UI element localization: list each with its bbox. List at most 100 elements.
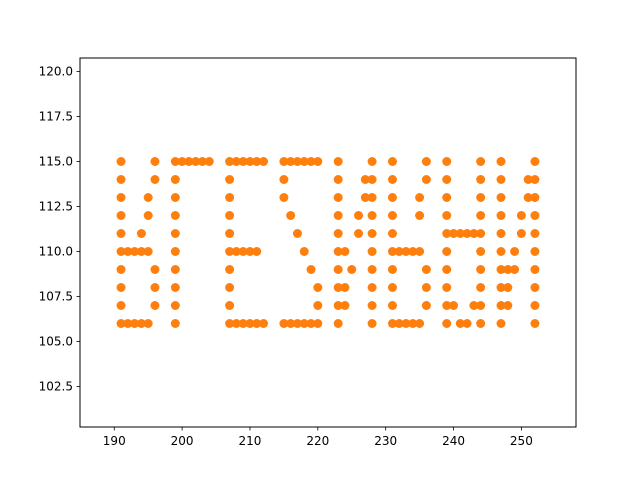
data-point: [442, 175, 452, 184]
data-point: [333, 211, 343, 220]
data-point: [496, 301, 506, 310]
data-point: [116, 247, 126, 256]
data-point: [476, 211, 486, 220]
data-point: [523, 193, 533, 202]
data-point: [252, 247, 262, 256]
data-point: [279, 193, 289, 202]
data-point: [387, 229, 397, 238]
data-point: [469, 229, 479, 238]
data-point: [530, 211, 540, 220]
data-point: [225, 283, 235, 292]
data-point: [225, 157, 235, 166]
data-point: [360, 175, 370, 184]
data-point: [340, 247, 350, 256]
data-point: [150, 301, 160, 310]
data-point: [503, 283, 513, 292]
data-point: [333, 283, 343, 292]
data-point: [394, 319, 404, 328]
y-tick-label: 105.0: [39, 335, 73, 349]
data-point: [496, 157, 506, 166]
data-point: [225, 175, 235, 184]
data-point: [367, 265, 377, 274]
data-point: [231, 247, 241, 256]
data-points: [116, 157, 540, 328]
data-point: [496, 265, 506, 274]
data-point: [530, 283, 540, 292]
data-point: [238, 319, 248, 328]
data-point: [123, 319, 133, 328]
data-point: [313, 301, 323, 310]
data-point: [286, 319, 296, 328]
data-point: [469, 301, 479, 310]
data-point: [387, 283, 397, 292]
data-point: [510, 247, 520, 256]
data-point: [387, 193, 397, 202]
data-point: [421, 157, 431, 166]
data-point: [170, 157, 180, 166]
data-point: [130, 319, 140, 328]
data-point: [387, 247, 397, 256]
data-point: [408, 319, 418, 328]
data-point: [510, 265, 520, 274]
data-point: [116, 193, 126, 202]
data-point: [245, 157, 255, 166]
data-point: [476, 175, 486, 184]
data-point: [442, 193, 452, 202]
data-point: [442, 211, 452, 220]
data-point: [387, 157, 397, 166]
data-point: [476, 157, 486, 166]
data-point: [333, 175, 343, 184]
data-point: [367, 211, 377, 220]
data-point: [415, 193, 425, 202]
data-point: [333, 301, 343, 310]
data-point: [530, 229, 540, 238]
data-point: [292, 319, 302, 328]
y-tick-label: 117.5: [39, 110, 73, 124]
data-point: [530, 247, 540, 256]
data-point: [123, 247, 133, 256]
y-axis: 102.5 105.0 107.5 110.0 112.5 115.0 117.5 120.0: [39, 65, 80, 394]
data-point: [367, 175, 377, 184]
data-point: [503, 265, 513, 274]
y-tick-label: 115.0: [39, 155, 73, 169]
data-point: [150, 265, 160, 274]
data-point: [116, 301, 126, 310]
data-point: [333, 157, 343, 166]
data-point: [191, 157, 201, 166]
data-point: [231, 319, 241, 328]
data-point: [442, 247, 452, 256]
data-point: [367, 193, 377, 202]
data-point: [523, 175, 533, 184]
data-point: [387, 211, 397, 220]
data-point: [252, 157, 262, 166]
data-point: [476, 319, 486, 328]
data-point: [367, 283, 377, 292]
data-point: [367, 319, 377, 328]
data-point: [136, 319, 146, 328]
data-point: [225, 319, 235, 328]
data-point: [496, 175, 506, 184]
data-point: [299, 319, 309, 328]
data-point: [415, 211, 425, 220]
data-point: [143, 319, 153, 328]
data-point: [225, 229, 235, 238]
data-point: [143, 247, 153, 256]
data-point: [245, 319, 255, 328]
data-point: [401, 247, 411, 256]
data-point: [394, 247, 404, 256]
data-point: [279, 157, 289, 166]
data-point: [136, 247, 146, 256]
data-point: [333, 247, 343, 256]
data-point: [116, 265, 126, 274]
data-point: [313, 283, 323, 292]
data-point: [333, 229, 343, 238]
data-point: [306, 265, 316, 274]
data-point: [530, 193, 540, 202]
data-point: [496, 193, 506, 202]
x-axis: 190 200 210 220 230 240 250: [103, 427, 533, 448]
x-tick-label: 200: [171, 434, 194, 448]
data-point: [279, 319, 289, 328]
data-point: [530, 301, 540, 310]
data-point: [299, 157, 309, 166]
data-point: [306, 319, 316, 328]
